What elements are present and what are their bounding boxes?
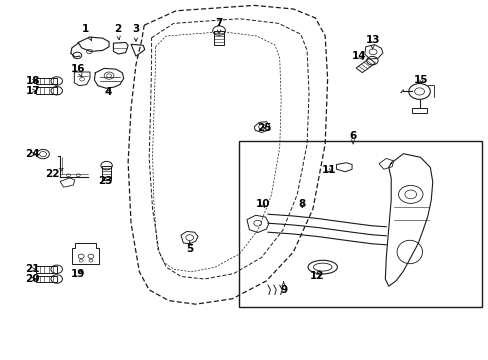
Bar [238, 141, 481, 307]
Text: 18: 18 [25, 76, 40, 86]
Text: 12: 12 [309, 271, 324, 282]
Text: 5: 5 [186, 241, 193, 254]
Text: 1: 1 [82, 24, 91, 41]
Text: 22: 22 [45, 168, 63, 179]
Text: 19: 19 [71, 269, 85, 279]
Text: 15: 15 [413, 75, 428, 85]
Text: 21: 21 [25, 264, 40, 274]
Text: 13: 13 [365, 35, 379, 49]
Text: 9: 9 [280, 282, 286, 295]
Text: 7: 7 [215, 18, 223, 34]
Text: 24: 24 [25, 149, 40, 159]
Text: 14: 14 [351, 51, 366, 61]
Text: 6: 6 [349, 131, 356, 144]
Text: 20: 20 [25, 274, 40, 284]
Text: 10: 10 [255, 199, 270, 210]
Text: 3: 3 [132, 24, 139, 41]
Text: 8: 8 [298, 199, 305, 210]
Text: 23: 23 [98, 176, 112, 186]
Text: 11: 11 [321, 165, 335, 175]
Text: 17: 17 [25, 86, 40, 96]
Text: 4: 4 [104, 87, 112, 97]
Text: 2: 2 [114, 24, 121, 40]
Text: 16: 16 [71, 64, 85, 77]
Text: 25: 25 [256, 123, 271, 133]
